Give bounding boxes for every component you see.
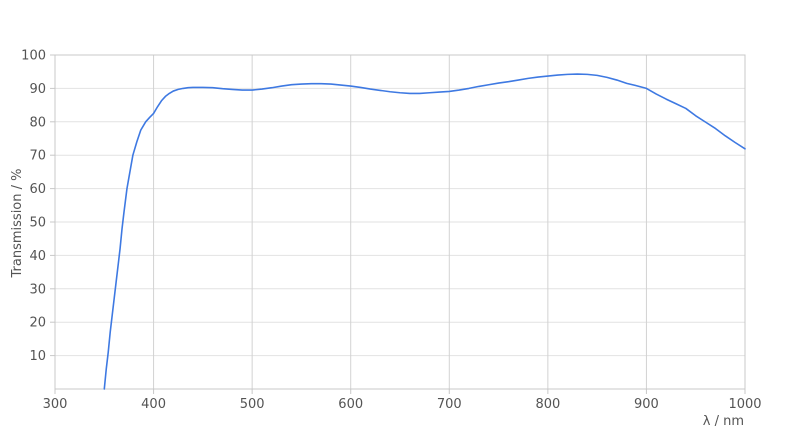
y-tick-label: 10 bbox=[29, 349, 46, 364]
y-tick-label: 100 bbox=[21, 49, 46, 64]
x-tick-label: 700 bbox=[437, 397, 462, 412]
y-tick-label: 80 bbox=[29, 115, 46, 130]
y-tick-label: 60 bbox=[29, 182, 46, 197]
y-tick-label: 40 bbox=[29, 249, 46, 264]
series-layer bbox=[103, 73, 746, 390]
y-tick-label: 20 bbox=[29, 316, 46, 331]
axis-tick-labels: 10 20 30 40 50 60 70 80 90 100 300 400 500 600 700 800 9… bbox=[21, 49, 761, 413]
horizontal-gridlines bbox=[55, 87, 745, 357]
vertical-gridlines bbox=[153, 55, 647, 389]
y-tick-label: 30 bbox=[29, 282, 46, 297]
x-tick-label: 900 bbox=[634, 397, 659, 412]
x-tick-label: 1000 bbox=[728, 397, 761, 412]
y-tick-label: 90 bbox=[29, 82, 46, 97]
x-tick-label: 800 bbox=[535, 397, 560, 412]
x-tick-label: 300 bbox=[43, 397, 68, 412]
x-tick-label: 500 bbox=[240, 397, 265, 412]
x-tick-label: 600 bbox=[338, 397, 363, 412]
x-axis-title: λ / nm bbox=[703, 414, 744, 429]
y-tick-label: 50 bbox=[29, 216, 46, 231]
y-axis-title: Transmission / % bbox=[10, 169, 25, 279]
x-tick-label: 400 bbox=[141, 397, 166, 412]
y-tick-label: 70 bbox=[29, 149, 46, 164]
axis-ticks bbox=[50, 54, 746, 394]
series-line-transmission bbox=[103, 73, 746, 390]
